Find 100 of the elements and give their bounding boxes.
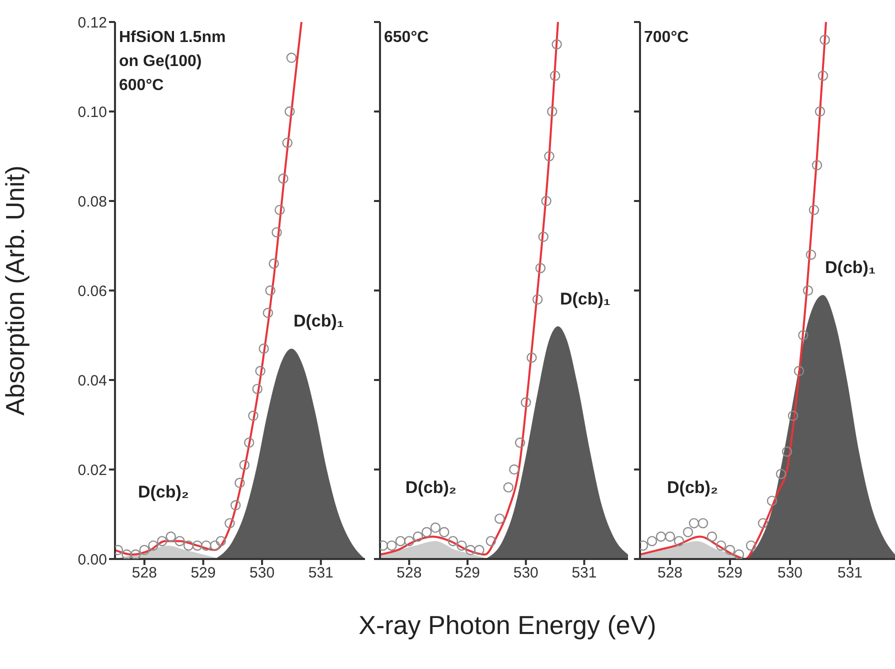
point — [166, 532, 176, 542]
point — [174, 536, 185, 546]
point — [224, 518, 235, 528]
annotation: D(cb)₁ — [560, 289, 610, 308]
annotation: D(cb)₂ — [138, 482, 189, 502]
point — [183, 540, 194, 551]
point — [798, 330, 808, 340]
point — [532, 294, 543, 305]
point — [439, 527, 450, 538]
point — [706, 532, 718, 542]
y-tick-label: 0.12 — [78, 14, 107, 32]
point — [216, 536, 226, 546]
annotation: D(cb)₁ — [825, 258, 876, 277]
y-tick-label: 0.08 — [78, 193, 107, 210]
annotation: HfSiON 1.5nm — [119, 28, 226, 48]
x-axis-title: X-ray Photon Energy (eV) — [358, 610, 658, 641]
point — [122, 549, 132, 559]
point — [255, 366, 266, 376]
point — [782, 446, 792, 457]
point — [820, 34, 830, 46]
point — [486, 536, 496, 546]
point — [802, 285, 814, 296]
annotation: 600°C — [119, 76, 165, 96]
point — [278, 174, 288, 184]
x-tick-label: 529 — [717, 564, 743, 582]
point — [550, 70, 560, 81]
point — [698, 518, 708, 528]
point — [520, 397, 531, 408]
annotation: D(cb)₂ — [667, 478, 718, 498]
point — [674, 536, 684, 546]
point — [682, 527, 694, 538]
point — [734, 549, 744, 559]
x-tick-label: 528 — [132, 564, 157, 582]
x-tick-label: 528 — [657, 564, 683, 582]
x-tick-label: 531 — [837, 564, 863, 582]
annotation: D(cb)₂ — [405, 478, 456, 498]
point — [535, 263, 546, 274]
point — [430, 522, 441, 533]
point — [544, 151, 554, 162]
point — [541, 196, 552, 206]
point — [794, 366, 804, 376]
x-tick-label: 530 — [513, 564, 538, 582]
point — [724, 544, 736, 556]
point — [494, 514, 505, 524]
point — [422, 527, 432, 538]
point — [258, 344, 269, 354]
point — [646, 536, 658, 546]
point — [806, 250, 816, 260]
annotation: on Ge(100) — [119, 52, 203, 72]
point — [776, 468, 786, 480]
point — [210, 540, 220, 551]
point — [156, 536, 168, 546]
annotation: D(cb)₁ — [293, 312, 344, 331]
point — [265, 285, 276, 296]
point — [192, 540, 202, 551]
point — [746, 540, 756, 551]
x-tick-label: 528 — [396, 564, 422, 582]
x-tick-label: 530 — [250, 564, 275, 582]
x-tick-label: 529 — [455, 564, 480, 582]
point — [282, 138, 292, 148]
point — [284, 106, 295, 117]
point — [148, 540, 158, 551]
point — [230, 500, 241, 510]
point — [274, 204, 285, 216]
point — [716, 540, 726, 551]
y-tick-label: 0.06 — [78, 282, 107, 300]
point — [812, 160, 822, 170]
point — [503, 482, 514, 493]
point — [808, 204, 820, 216]
point — [252, 384, 262, 394]
y-tick-label: 0.02 — [78, 462, 107, 479]
point — [664, 532, 676, 542]
point — [788, 410, 798, 421]
point — [130, 549, 141, 559]
point — [758, 518, 768, 528]
annotation: 700°C — [644, 28, 689, 48]
point — [201, 540, 212, 551]
point — [814, 106, 826, 117]
point — [547, 106, 558, 117]
point — [239, 460, 250, 470]
point — [404, 536, 414, 546]
point — [448, 536, 458, 546]
point — [474, 544, 484, 556]
point — [538, 232, 548, 242]
point — [244, 438, 254, 448]
x-tick-label: 531 — [572, 564, 597, 582]
point — [268, 258, 279, 269]
point — [234, 478, 245, 488]
y-axis-title: Absorption (Arb. Unit) — [0, 166, 30, 416]
y-tick-label: 0.10 — [78, 104, 107, 121]
point — [465, 544, 476, 556]
annotation: 650°C — [384, 28, 429, 48]
point — [412, 532, 424, 542]
y-tick-label: 0.04 — [78, 372, 107, 390]
y-tick-label: 0.00 — [78, 551, 107, 568]
point — [688, 518, 700, 528]
point — [509, 464, 520, 475]
point — [262, 308, 274, 318]
point — [272, 227, 282, 238]
point — [514, 438, 526, 448]
